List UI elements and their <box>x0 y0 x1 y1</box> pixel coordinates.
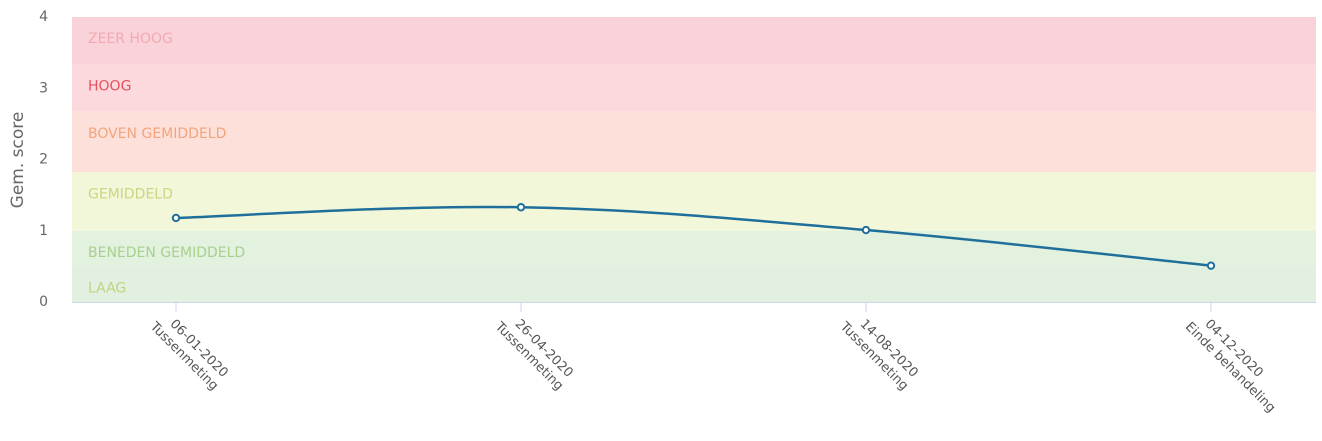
band-label: LAAG <box>88 280 126 296</box>
band <box>72 64 1316 112</box>
point <box>516 203 526 212</box>
y-tick-label: 4 <box>39 9 48 25</box>
y-tick-label: 2 <box>39 152 48 168</box>
line <box>175 205 1212 267</box>
point <box>861 225 871 235</box>
band-label: BENEDEN GEMIDDELD <box>88 245 245 261</box>
y-tick-label: 0 <box>39 294 48 310</box>
band <box>72 172 1316 231</box>
band-label: GEMIDDELD <box>88 186 173 202</box>
band-label: BOVEN GEMIDDELD <box>88 126 226 142</box>
band-label: ZEER HOOG <box>88 31 173 47</box>
band <box>72 17 1316 65</box>
y-axis-label: Gem. score <box>8 112 28 209</box>
band <box>72 111 1316 173</box>
band <box>72 230 1316 267</box>
point <box>1206 261 1216 270</box>
band <box>72 266 1316 302</box>
y-tick-label: 1 <box>39 223 48 239</box>
y-tick-label: 3 <box>39 80 48 96</box>
point <box>171 213 181 223</box>
band-label: HOOG <box>88 79 131 95</box>
